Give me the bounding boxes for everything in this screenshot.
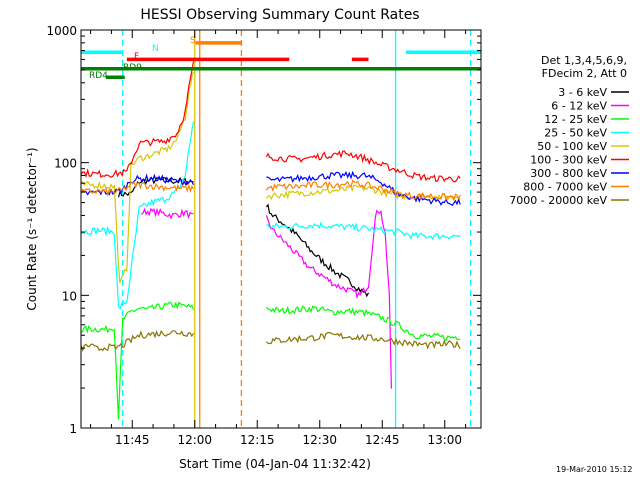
series-6-segment-1 bbox=[266, 170, 461, 206]
series-5-segment-0 bbox=[80, 61, 195, 179]
series-7-segment-1 bbox=[265, 179, 461, 202]
x-tick-label-1: 12:00 bbox=[177, 433, 212, 447]
legend-label-5: 100 - 300 keV bbox=[530, 154, 607, 167]
series-7-segment-0 bbox=[80, 181, 195, 197]
series-1-segment-1 bbox=[265, 209, 392, 389]
series-layer bbox=[80, 61, 461, 420]
y-axis-label: Count Rate (s⁻¹ detector⁻¹) bbox=[25, 147, 39, 310]
state-bar-label-f: F bbox=[134, 52, 139, 62]
series-4-segment-0 bbox=[80, 71, 195, 283]
legend-label-2: 12 - 25 keV bbox=[544, 113, 607, 126]
state-bar-label-n: N bbox=[152, 44, 159, 54]
plot-frame bbox=[80, 29, 482, 429]
series-8-segment-0 bbox=[80, 329, 195, 353]
vertical-marker-lines bbox=[122, 30, 472, 428]
y-tick-label-1: 10 bbox=[62, 289, 77, 303]
state-bar-label-rd9: RD9 bbox=[123, 63, 142, 73]
legend-label-1: 6 - 12 keV bbox=[551, 100, 607, 113]
series-6-segment-0 bbox=[80, 173, 195, 196]
state-bar-label-rd4: RD4 bbox=[89, 71, 108, 81]
x-axis-label: Start Time (04-Jan-04 11:32:42) bbox=[179, 457, 371, 471]
state-bar-label-s: S bbox=[190, 36, 196, 46]
legend-label-7: 800 - 7000 keV bbox=[523, 181, 607, 194]
series-3-segment-0 bbox=[80, 121, 195, 310]
series-4-segment-1 bbox=[265, 184, 461, 201]
legend-title-line-1: Det 1,3,4,5,6,9, bbox=[541, 54, 627, 67]
axes: 11:45 12:00 12:15 12:30 12:45 13:00 1 10 100 1000 bbox=[46, 24, 481, 447]
legend-label-8: 7000 - 20000 keV bbox=[509, 194, 607, 207]
x-tick-label-0: 11:45 bbox=[115, 433, 150, 447]
legend-label-4: 50 - 100 keV bbox=[537, 140, 607, 153]
chart-title: HESSI Observing Summary Count Rates bbox=[140, 7, 419, 23]
series-2-segment-1 bbox=[265, 305, 461, 342]
series-3-segment-1 bbox=[266, 221, 461, 241]
y-tick-label-0: 1 bbox=[69, 422, 77, 436]
x-tick-label-3: 12:30 bbox=[302, 433, 337, 447]
legend-label-3: 25 - 50 keV bbox=[544, 127, 607, 140]
x-tick-label-2: 12:15 bbox=[240, 433, 275, 447]
legend-label-6: 300 - 800 keV bbox=[530, 167, 607, 180]
series-5-segment-1 bbox=[265, 150, 461, 183]
series-1-segment-0 bbox=[141, 207, 194, 220]
x-tick-label-5: 13:00 bbox=[427, 433, 462, 447]
series-2-segment-0 bbox=[80, 301, 195, 420]
series-0-segment-1 bbox=[265, 203, 370, 298]
series-8-segment-1 bbox=[266, 331, 461, 350]
legend-label-0: 3 - 6 keV bbox=[558, 86, 607, 99]
y-tick-label-2: 100 bbox=[54, 157, 77, 171]
x-tick-label-4: 12:45 bbox=[365, 433, 400, 447]
footer-timestamp: 19-Mar-2010 15:12 bbox=[556, 465, 633, 474]
legend: Det 1,3,4,5,6,9, FDecim 2, Att 0 3 - 6 k… bbox=[509, 54, 629, 207]
y-tick-label-3: 1000 bbox=[46, 24, 77, 38]
legend-title-line-2: FDecim 2, Att 0 bbox=[542, 67, 627, 80]
